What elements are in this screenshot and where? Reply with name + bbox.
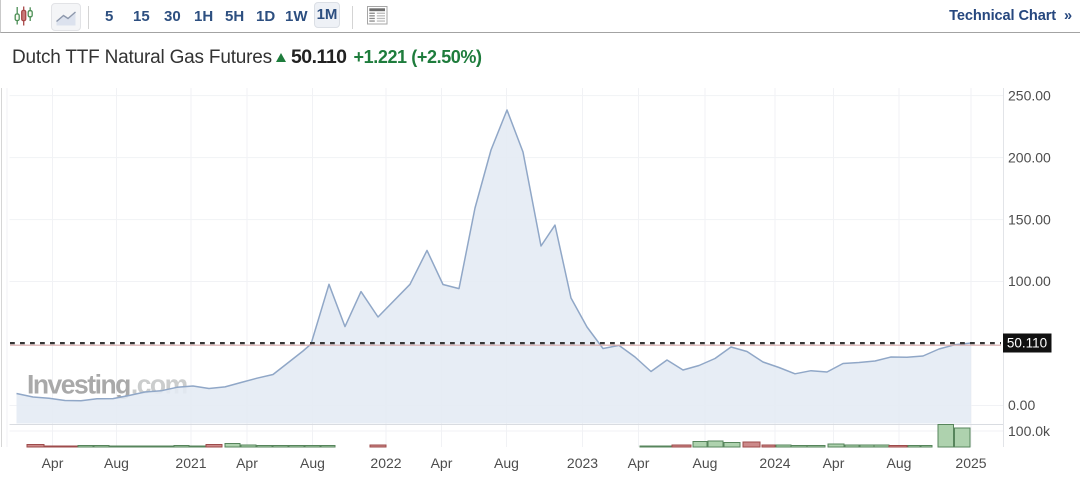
svg-text:100.00: 100.00 [1008, 273, 1051, 289]
svg-text:Apr: Apr [431, 455, 453, 471]
svg-text:Aug: Aug [300, 455, 325, 471]
svg-text:100.0k: 100.0k [1008, 423, 1051, 439]
svg-text:Aug: Aug [887, 455, 912, 471]
svg-text:2021: 2021 [175, 455, 206, 471]
svg-text:Apr: Apr [42, 455, 64, 471]
svg-text:2025: 2025 [955, 455, 986, 471]
svg-text:50.110: 50.110 [1007, 336, 1047, 351]
svg-text:2022: 2022 [370, 455, 401, 471]
svg-text:200.00: 200.00 [1008, 149, 1051, 165]
svg-text:Aug: Aug [494, 455, 519, 471]
svg-text:250.00: 250.00 [1008, 87, 1051, 103]
svg-text:2024: 2024 [759, 455, 790, 471]
svg-text:0.00: 0.00 [1008, 397, 1035, 413]
svg-text:Apr: Apr [823, 455, 845, 471]
svg-text:Aug: Aug [693, 455, 718, 471]
svg-text:Aug: Aug [104, 455, 129, 471]
svg-text:Apr: Apr [628, 455, 650, 471]
svg-text:150.00: 150.00 [1008, 211, 1051, 227]
svg-text:2023: 2023 [567, 455, 598, 471]
svg-text:Apr: Apr [236, 455, 258, 471]
